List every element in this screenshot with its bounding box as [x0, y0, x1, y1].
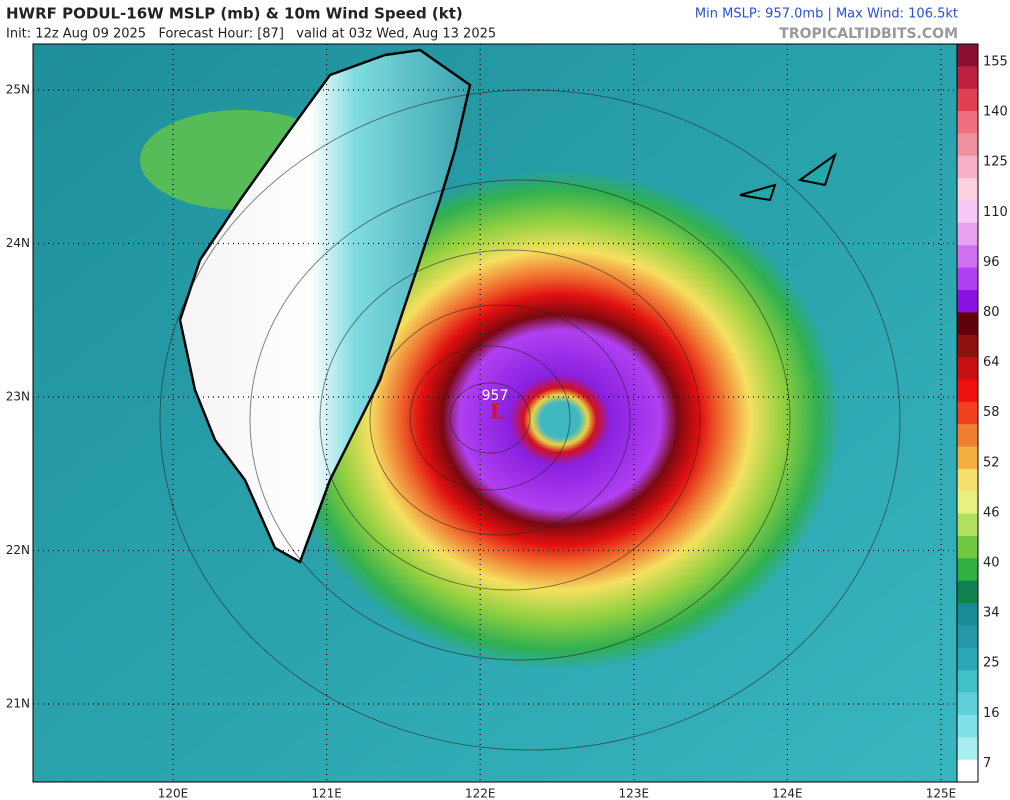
colorbar-cell	[957, 267, 978, 291]
colorbar-label: 110	[983, 205, 1008, 220]
colorbar-cell	[957, 714, 978, 738]
colorbar-cell	[957, 379, 978, 403]
colorbar-cell	[957, 133, 978, 157]
lon-label: 123E	[619, 787, 650, 800]
colorbar-label: 34	[983, 606, 1000, 621]
colorbar-label: 80	[983, 305, 1000, 320]
colorbar-cell	[957, 558, 978, 582]
colorbar: 155 140 125 110 96 80 64 58 52 46 40 34 25 16 7	[956, 43, 1008, 783]
colorbar-cell	[957, 580, 978, 604]
colorbar-cell	[957, 759, 978, 783]
colorbar-cell	[957, 290, 978, 313]
colorbar-cell	[957, 44, 978, 67]
colorbar-cell	[957, 692, 978, 716]
stats: Min MSLP: 957.0mb | Max Wind: 106.5kt	[695, 7, 958, 22]
lon-label: 125E	[926, 787, 957, 800]
colorbar-cell	[957, 536, 978, 559]
colorbar-label: 155	[983, 55, 1008, 70]
colorbar-frame	[956, 43, 979, 783]
title: HWRF PODUL-16W MSLP (mb) & 10m Wind Spee…	[6, 5, 463, 23]
lat-label: 23N	[6, 390, 30, 404]
lat-label: 22N	[6, 543, 30, 557]
colorbar-cell	[957, 222, 978, 246]
colorbar-label: 64	[983, 355, 1000, 370]
colorbar-label: 125	[983, 155, 1008, 170]
colorbar-cell	[957, 513, 978, 537]
lon-label: 124E	[772, 787, 803, 800]
colorbar-cell	[957, 670, 978, 694]
colorbar-cell	[957, 245, 978, 269]
colorbar-label: 52	[983, 455, 1000, 470]
colorbar-cell	[957, 446, 978, 470]
source: TROPICALTIDBITS.COM	[779, 26, 958, 42]
colorbar-cell	[957, 401, 978, 425]
colorbar-cell	[957, 66, 978, 90]
colorbar-cell	[957, 357, 978, 380]
colorbar-cell	[957, 312, 978, 336]
colorbar-cell	[957, 155, 978, 179]
colorbar-label: 140	[983, 105, 1008, 120]
colorbar-label: 46	[983, 505, 1000, 520]
low-marker: L	[490, 400, 504, 424]
colorbar-label: 25	[983, 656, 1000, 671]
lat-label: 24N	[6, 236, 30, 250]
map	[33, 44, 957, 782]
colorbar-cell	[957, 200, 978, 224]
colorbar-cell	[957, 334, 978, 358]
lat-label: 21N	[6, 697, 30, 711]
colorbar-label: 58	[983, 405, 1000, 420]
colorbar-cell	[957, 88, 978, 112]
colorbar-cell	[957, 737, 978, 761]
colorbar-cell	[957, 491, 978, 515]
subtitle: Init: 12z Aug 09 2025 Forecast Hour: [87…	[6, 27, 496, 42]
lon-label: 121E	[311, 787, 342, 800]
lon-label: 122E	[465, 787, 496, 800]
colorbar-label: 96	[983, 255, 1000, 270]
colorbar-label: 7	[983, 756, 991, 771]
lat-label: 25N	[6, 83, 30, 97]
colorbar-cell	[957, 468, 978, 492]
colorbar-cell	[957, 178, 978, 202]
colorbar-cell	[957, 603, 978, 626]
colorbar-cell	[957, 647, 978, 671]
colorbar-cell	[957, 424, 978, 448]
lon-label: 120E	[158, 787, 189, 800]
low-pressure: 957	[482, 388, 509, 404]
colorbar-cell	[957, 111, 978, 134]
colorbar-label: 16	[983, 706, 1000, 721]
colorbar-label: 40	[983, 556, 1000, 571]
colorbar-cell	[957, 625, 978, 649]
